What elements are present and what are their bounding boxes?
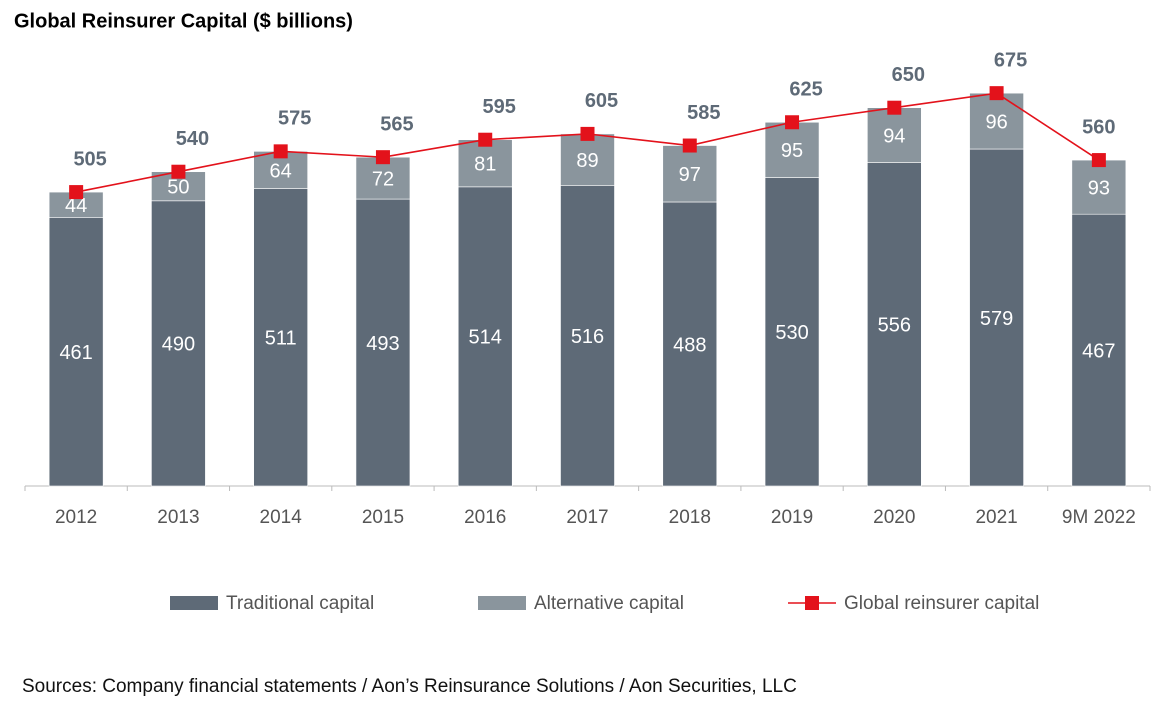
total-label: 505 [73, 148, 106, 170]
bar-segment [355, 198, 411, 487]
bar-segment [969, 148, 1024, 487]
bar-segment [764, 177, 820, 487]
x-tick-label: 2020 [873, 507, 915, 528]
data-label: 97 [679, 164, 701, 186]
bar-segment [662, 201, 718, 487]
data-label: 493 [366, 333, 399, 355]
x-tick-label: 2019 [771, 507, 813, 528]
line-marker [887, 100, 902, 115]
data-label: 579 [980, 308, 1013, 330]
total-label: 650 [892, 64, 925, 86]
line-marker [1091, 153, 1106, 168]
line-marker [375, 150, 390, 165]
data-label: 72 [372, 168, 394, 190]
bar-segment [560, 185, 615, 487]
total-label: 595 [483, 96, 516, 118]
legend-marker [805, 596, 819, 610]
data-label: 89 [576, 150, 598, 172]
line-marker [69, 185, 84, 200]
data-label: 94 [883, 125, 905, 147]
bar-segment [48, 217, 104, 487]
data-label: 511 [265, 328, 297, 350]
bar-segment [867, 162, 922, 487]
data-label: 556 [878, 314, 911, 336]
total-label: 560 [1082, 116, 1115, 138]
x-tick-label: 2014 [260, 507, 303, 528]
line-marker [478, 132, 493, 147]
total-label: 605 [585, 90, 618, 112]
bar-segment [151, 200, 206, 487]
line-marker [785, 115, 800, 130]
x-tick-label: 2017 [566, 507, 608, 528]
total-label: 540 [176, 128, 209, 150]
line-marker [273, 144, 288, 159]
line-marker [682, 138, 697, 153]
line-marker [580, 126, 595, 141]
data-label: 44 [65, 195, 87, 217]
data-label: 95 [781, 140, 803, 162]
data-label: 516 [571, 326, 604, 348]
legend-label: Traditional capital [226, 593, 374, 614]
legend-label: Global reinsurer capital [844, 593, 1039, 614]
data-label: 490 [162, 334, 195, 356]
data-label: 64 [270, 160, 292, 182]
x-tick-label: 2013 [157, 507, 199, 528]
data-label: 461 [59, 342, 92, 364]
total-label: 565 [380, 113, 413, 135]
x-tick-label: 2016 [464, 507, 506, 528]
bar-segment [867, 107, 922, 163]
total-label: 675 [994, 49, 1027, 71]
x-tick-label: 2015 [362, 507, 404, 528]
bar-segment [457, 186, 513, 487]
chart-title: Global Reinsurer Capital ($ billions) [14, 10, 353, 32]
total-label: 585 [687, 102, 720, 124]
bar-segment [969, 92, 1024, 150]
bar-segment [662, 145, 718, 203]
data-label: 96 [985, 111, 1007, 133]
line-marker [171, 164, 186, 179]
x-tick-label: 2018 [669, 507, 711, 528]
bar-segment [560, 133, 615, 186]
legend-swatch [478, 596, 526, 610]
bar-segment [48, 191, 104, 218]
legend-label: Alternative capital [534, 593, 684, 614]
data-label: 81 [474, 154, 496, 176]
bar-segment [457, 139, 513, 188]
data-label: 514 [469, 327, 502, 349]
data-label: 50 [167, 177, 189, 199]
data-label: 488 [673, 334, 706, 356]
x-tick-label: 2012 [55, 507, 97, 528]
source-note: Sources: Company financial statements / … [22, 676, 797, 697]
total-label: 575 [278, 108, 311, 130]
bar-segment [253, 188, 308, 487]
total-label: 625 [789, 79, 822, 101]
x-tick-label: 2021 [975, 507, 1017, 528]
legend-swatch [170, 596, 218, 610]
line-marker [989, 86, 1004, 101]
bar-segment [1071, 213, 1127, 487]
data-label: 530 [775, 322, 808, 344]
data-label: 467 [1082, 340, 1115, 362]
data-label: 93 [1088, 177, 1110, 199]
x-tick-label: 9M 2022 [1062, 507, 1136, 528]
